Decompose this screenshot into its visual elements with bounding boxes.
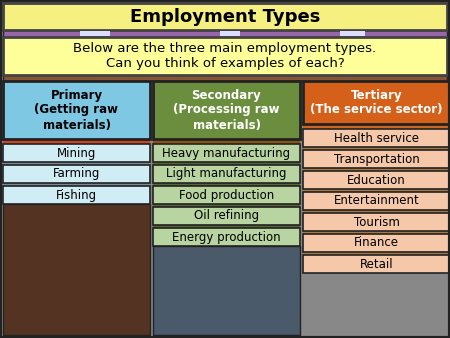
FancyBboxPatch shape <box>303 171 450 189</box>
FancyBboxPatch shape <box>153 162 300 165</box>
FancyBboxPatch shape <box>3 183 150 186</box>
Text: Tertiary
(The service sector): Tertiary (The service sector) <box>310 89 443 117</box>
Text: Farming: Farming <box>53 168 100 180</box>
FancyBboxPatch shape <box>3 186 150 204</box>
FancyBboxPatch shape <box>303 189 450 192</box>
FancyBboxPatch shape <box>3 75 447 81</box>
FancyBboxPatch shape <box>303 234 450 252</box>
Text: Fishing: Fishing <box>56 189 97 201</box>
FancyBboxPatch shape <box>220 31 240 36</box>
Text: Heavy manufacturing: Heavy manufacturing <box>162 146 291 160</box>
Text: Transportation: Transportation <box>333 152 419 166</box>
FancyBboxPatch shape <box>3 81 150 139</box>
FancyBboxPatch shape <box>3 165 150 183</box>
Text: Entertainment: Entertainment <box>333 194 419 208</box>
FancyBboxPatch shape <box>303 213 450 231</box>
FancyBboxPatch shape <box>303 255 450 273</box>
FancyBboxPatch shape <box>303 210 450 213</box>
FancyBboxPatch shape <box>3 162 150 165</box>
FancyBboxPatch shape <box>153 183 300 186</box>
Text: Below are the three main employment types.
Can you think of examples of each?: Below are the three main employment type… <box>73 42 377 70</box>
FancyBboxPatch shape <box>303 124 450 129</box>
FancyBboxPatch shape <box>153 139 300 144</box>
FancyBboxPatch shape <box>153 246 300 335</box>
FancyBboxPatch shape <box>153 165 300 183</box>
FancyBboxPatch shape <box>340 31 365 36</box>
FancyBboxPatch shape <box>303 168 450 171</box>
Text: Tourism: Tourism <box>354 216 400 228</box>
Text: Retail: Retail <box>360 258 393 270</box>
FancyBboxPatch shape <box>153 204 300 207</box>
Text: Education: Education <box>347 173 406 187</box>
FancyBboxPatch shape <box>153 228 300 246</box>
Text: Employment Types: Employment Types <box>130 7 320 25</box>
Text: Primary
(Getting raw
materials): Primary (Getting raw materials) <box>35 89 118 131</box>
FancyBboxPatch shape <box>3 139 150 144</box>
FancyBboxPatch shape <box>153 186 300 204</box>
FancyBboxPatch shape <box>303 231 450 234</box>
FancyBboxPatch shape <box>3 3 447 30</box>
FancyBboxPatch shape <box>303 147 450 150</box>
FancyBboxPatch shape <box>153 207 300 225</box>
FancyBboxPatch shape <box>80 31 110 36</box>
FancyBboxPatch shape <box>303 129 450 147</box>
FancyBboxPatch shape <box>3 144 150 162</box>
Text: Oil refining: Oil refining <box>194 210 259 222</box>
FancyBboxPatch shape <box>153 225 300 228</box>
Text: Secondary
(Processing raw
materials): Secondary (Processing raw materials) <box>173 89 280 131</box>
FancyBboxPatch shape <box>303 81 450 124</box>
Text: Light manufacturing: Light manufacturing <box>166 168 287 180</box>
FancyBboxPatch shape <box>3 30 447 37</box>
Text: Finance: Finance <box>354 237 399 249</box>
FancyBboxPatch shape <box>3 37 447 75</box>
Text: Energy production: Energy production <box>172 231 281 243</box>
FancyBboxPatch shape <box>153 81 300 139</box>
Text: Health service: Health service <box>334 131 419 145</box>
Text: Mining: Mining <box>57 146 96 160</box>
FancyBboxPatch shape <box>153 144 300 162</box>
FancyBboxPatch shape <box>3 204 150 335</box>
FancyBboxPatch shape <box>303 150 450 168</box>
Text: Food production: Food production <box>179 189 274 201</box>
FancyBboxPatch shape <box>303 252 450 255</box>
FancyBboxPatch shape <box>303 192 450 210</box>
